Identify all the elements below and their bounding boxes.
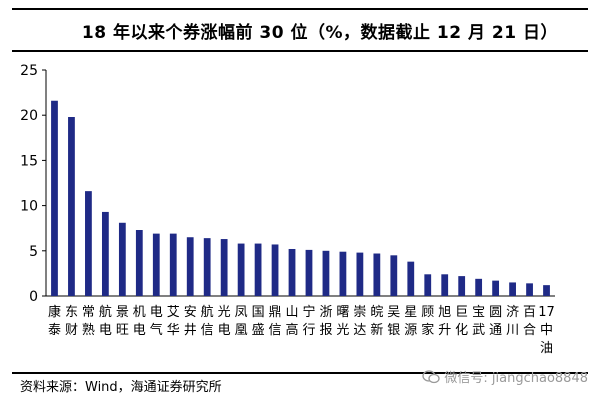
category-label: 宁行 xyxy=(302,304,315,338)
chart-axes: 0 5 10 15 20 25 xyxy=(20,63,555,305)
chart-bars xyxy=(51,100,550,297)
bar xyxy=(271,244,279,296)
bar xyxy=(407,261,415,296)
bar xyxy=(288,248,296,296)
category-label: 康泰 xyxy=(48,304,61,338)
bar xyxy=(186,237,194,296)
bar xyxy=(237,243,245,296)
bar xyxy=(390,255,398,296)
bar xyxy=(424,274,432,296)
category-label: 电气 xyxy=(150,305,163,338)
watermark-text: 微信号: jiangchao8848 xyxy=(444,371,588,386)
bar xyxy=(526,283,533,296)
source-note: 资料来源：Wind，海通证券研究所 xyxy=(12,372,588,396)
bar xyxy=(220,239,228,296)
category-label: 山高 xyxy=(286,305,299,338)
category-label: 皖新 xyxy=(370,305,383,338)
bar xyxy=(68,117,75,297)
category-label: 济川 xyxy=(506,305,519,338)
bar xyxy=(305,249,313,296)
category-label: 吴银 xyxy=(387,305,400,338)
y-tick-label: 20 xyxy=(20,108,38,124)
bar xyxy=(475,278,483,296)
bar xyxy=(322,250,330,296)
category-label: 圆通 xyxy=(489,305,502,338)
category-label: 机电 xyxy=(133,305,146,338)
bar xyxy=(373,253,381,296)
category-label: 国盛 xyxy=(252,305,265,338)
bar xyxy=(169,233,177,296)
category-label: 巨化 xyxy=(455,305,468,338)
bar xyxy=(85,191,92,296)
category-label: 景旺 xyxy=(116,305,129,338)
category-label: 宝武 xyxy=(472,305,485,338)
category-label: 艾华 xyxy=(167,305,180,338)
wechat-icon xyxy=(422,369,441,383)
category-label: 航电 xyxy=(99,304,112,338)
category-label: 17 中油 xyxy=(538,305,555,356)
bar xyxy=(118,222,126,296)
category-label: 常熟 xyxy=(82,305,95,338)
bar xyxy=(543,285,550,296)
bar xyxy=(441,274,449,296)
category-label: 旭升 xyxy=(438,305,451,338)
bar xyxy=(492,280,500,296)
bar xyxy=(254,243,262,296)
bar xyxy=(51,100,58,297)
watermark: 微信号: jiangchao8848 xyxy=(422,367,588,386)
bar xyxy=(509,282,516,296)
bar xyxy=(101,211,109,296)
y-tick-label: 0 xyxy=(29,289,38,305)
category-label: 安井 xyxy=(184,305,197,338)
category-label: 曙光 xyxy=(336,305,349,338)
bar xyxy=(152,233,160,296)
category-label: 光电 xyxy=(218,305,231,338)
category-label: 鼎信 xyxy=(269,305,282,338)
category-label: 崇达 xyxy=(353,305,366,338)
bar xyxy=(356,252,364,296)
chart-title: 18 年以来个券涨幅前 30 位（%，数据截止 12 月 21 日） xyxy=(12,8,588,52)
y-tick-label: 10 xyxy=(20,199,38,215)
y-tick-label: 25 xyxy=(20,63,38,79)
y-tick-label: 15 xyxy=(20,153,38,169)
chart-labels: 康泰东财常熟航电景旺机电电气艾华安井航信光电凤凰国盛鼎信山高宁行浙报曙光崇达皖新… xyxy=(48,304,555,356)
category-label: 航信 xyxy=(201,304,214,338)
category-label: 浙报 xyxy=(319,305,332,338)
bar xyxy=(135,230,143,296)
bar xyxy=(458,276,466,296)
y-tick-label: 5 xyxy=(29,244,38,260)
category-label: 顾家 xyxy=(421,305,434,338)
category-label: 凤凰 xyxy=(235,305,248,338)
category-label: 百合 xyxy=(523,305,536,338)
bar xyxy=(203,238,211,296)
category-label: 东财 xyxy=(65,305,78,338)
bar xyxy=(339,251,347,296)
category-label: 星源 xyxy=(404,305,417,338)
